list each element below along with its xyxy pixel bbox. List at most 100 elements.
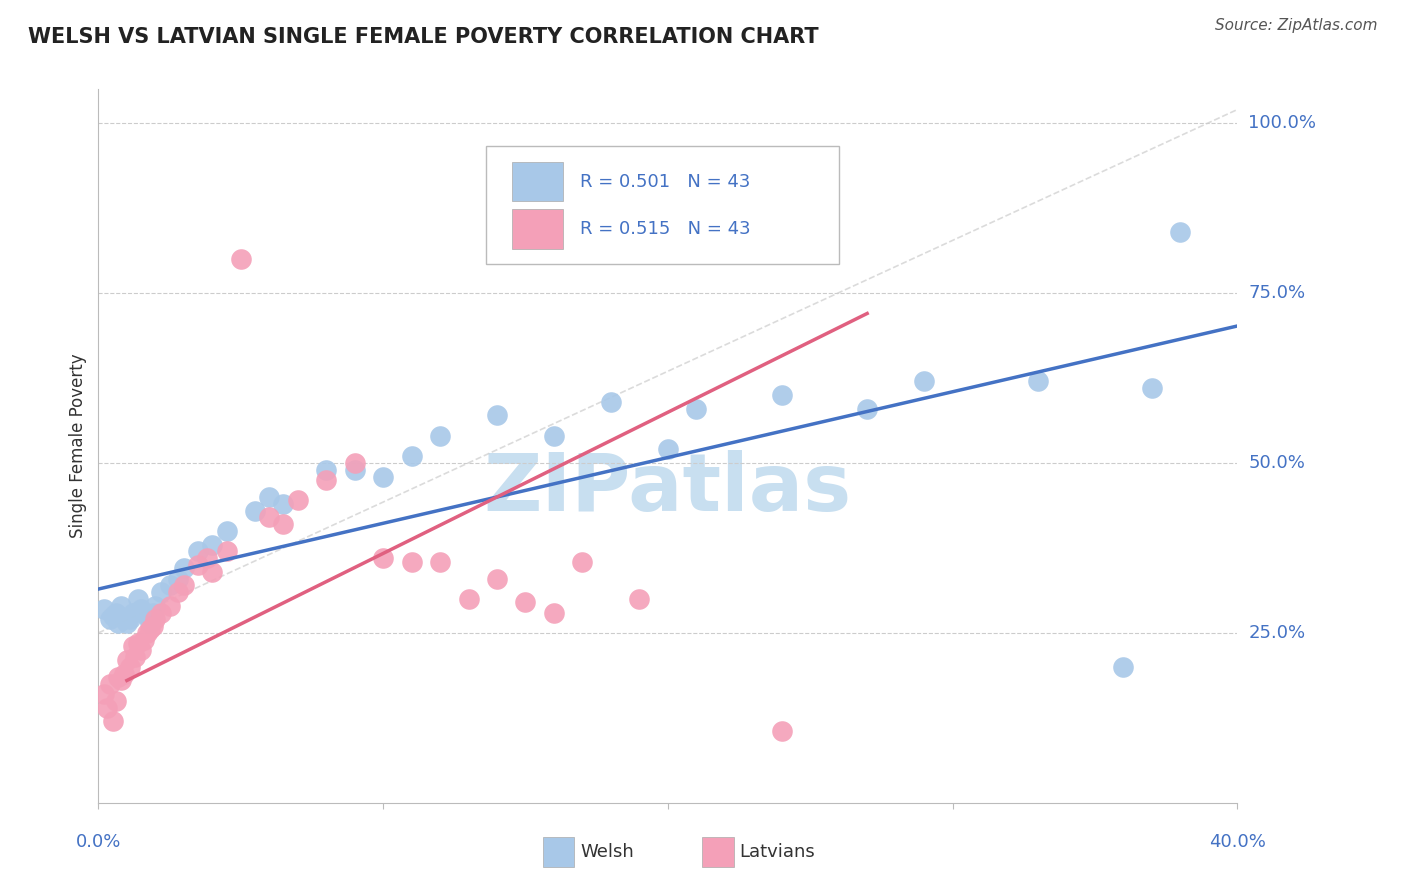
Point <box>273 497 295 511</box>
Text: Source: ZipAtlas.com: Source: ZipAtlas.com <box>1215 18 1378 33</box>
Point <box>259 490 281 504</box>
Text: 100.0%: 100.0% <box>1249 114 1316 132</box>
Point <box>93 687 115 701</box>
Point <box>373 469 395 483</box>
Point <box>145 599 167 613</box>
Point <box>429 429 451 443</box>
Point <box>429 555 451 569</box>
FancyBboxPatch shape <box>485 146 839 264</box>
Point <box>138 623 160 637</box>
Point <box>150 585 173 599</box>
Point <box>1026 375 1049 389</box>
FancyBboxPatch shape <box>512 161 562 201</box>
Point <box>121 640 143 654</box>
Text: R = 0.515   N = 43: R = 0.515 N = 43 <box>581 220 751 238</box>
Point <box>187 544 209 558</box>
Point <box>107 615 129 630</box>
Point <box>1112 660 1135 674</box>
Text: 50.0%: 50.0% <box>1249 454 1305 472</box>
Point <box>127 636 149 650</box>
Point <box>543 606 565 620</box>
Point <box>215 544 238 558</box>
Point <box>515 595 537 609</box>
Y-axis label: Single Female Poverty: Single Female Poverty <box>69 354 87 538</box>
Point <box>187 558 209 572</box>
Point <box>135 608 157 623</box>
Point <box>401 555 423 569</box>
Text: 75.0%: 75.0% <box>1249 284 1306 302</box>
Point <box>110 673 132 688</box>
Point <box>401 449 423 463</box>
Point <box>141 606 163 620</box>
Point <box>657 442 679 457</box>
Point <box>141 619 163 633</box>
Point <box>101 608 124 623</box>
Point <box>173 561 195 575</box>
Point <box>167 585 190 599</box>
Point <box>243 503 266 517</box>
Point <box>121 606 143 620</box>
Point <box>112 666 135 681</box>
Point <box>150 606 173 620</box>
Point <box>343 463 366 477</box>
Point <box>98 612 121 626</box>
Point <box>127 591 149 606</box>
Point <box>571 555 593 569</box>
Point <box>628 591 651 606</box>
Point <box>229 252 252 266</box>
Point <box>1170 225 1192 239</box>
Point <box>486 572 509 586</box>
Point <box>215 524 238 538</box>
Point <box>273 517 295 532</box>
Text: 25.0%: 25.0% <box>1249 624 1306 642</box>
Point <box>104 606 127 620</box>
FancyBboxPatch shape <box>543 837 575 867</box>
Point <box>135 626 157 640</box>
FancyBboxPatch shape <box>512 210 562 249</box>
Text: ZIPatlas: ZIPatlas <box>484 450 852 528</box>
Point <box>856 401 879 416</box>
Point <box>457 591 479 606</box>
Point <box>373 551 395 566</box>
Point <box>167 572 190 586</box>
Point <box>118 660 141 674</box>
Point <box>770 724 793 739</box>
Point <box>315 473 337 487</box>
Point <box>118 612 141 626</box>
Point <box>600 394 623 409</box>
Point <box>685 401 707 416</box>
Point <box>101 714 124 729</box>
Point <box>138 615 160 630</box>
Point <box>145 612 167 626</box>
Point <box>201 565 224 579</box>
Point <box>107 670 129 684</box>
Point <box>159 578 181 592</box>
Point <box>315 463 337 477</box>
Point <box>173 578 195 592</box>
Point <box>770 388 793 402</box>
Point <box>287 493 309 508</box>
Point <box>543 429 565 443</box>
Text: Welsh: Welsh <box>581 843 634 861</box>
Point <box>96 700 118 714</box>
Point <box>912 375 935 389</box>
Point <box>110 599 132 613</box>
Point <box>112 612 135 626</box>
Point <box>98 677 121 691</box>
Point <box>93 602 115 616</box>
Point <box>129 643 152 657</box>
Text: R = 0.501   N = 43: R = 0.501 N = 43 <box>581 173 751 191</box>
Point <box>115 653 138 667</box>
Point <box>259 510 281 524</box>
Text: 0.0%: 0.0% <box>76 833 121 851</box>
Point <box>132 632 155 647</box>
Point <box>129 602 152 616</box>
Point <box>1140 381 1163 395</box>
Point <box>104 694 127 708</box>
Point <box>159 599 181 613</box>
Point <box>486 409 509 423</box>
Point <box>124 649 146 664</box>
Text: Latvians: Latvians <box>740 843 815 861</box>
Point <box>195 551 218 566</box>
FancyBboxPatch shape <box>702 837 734 867</box>
